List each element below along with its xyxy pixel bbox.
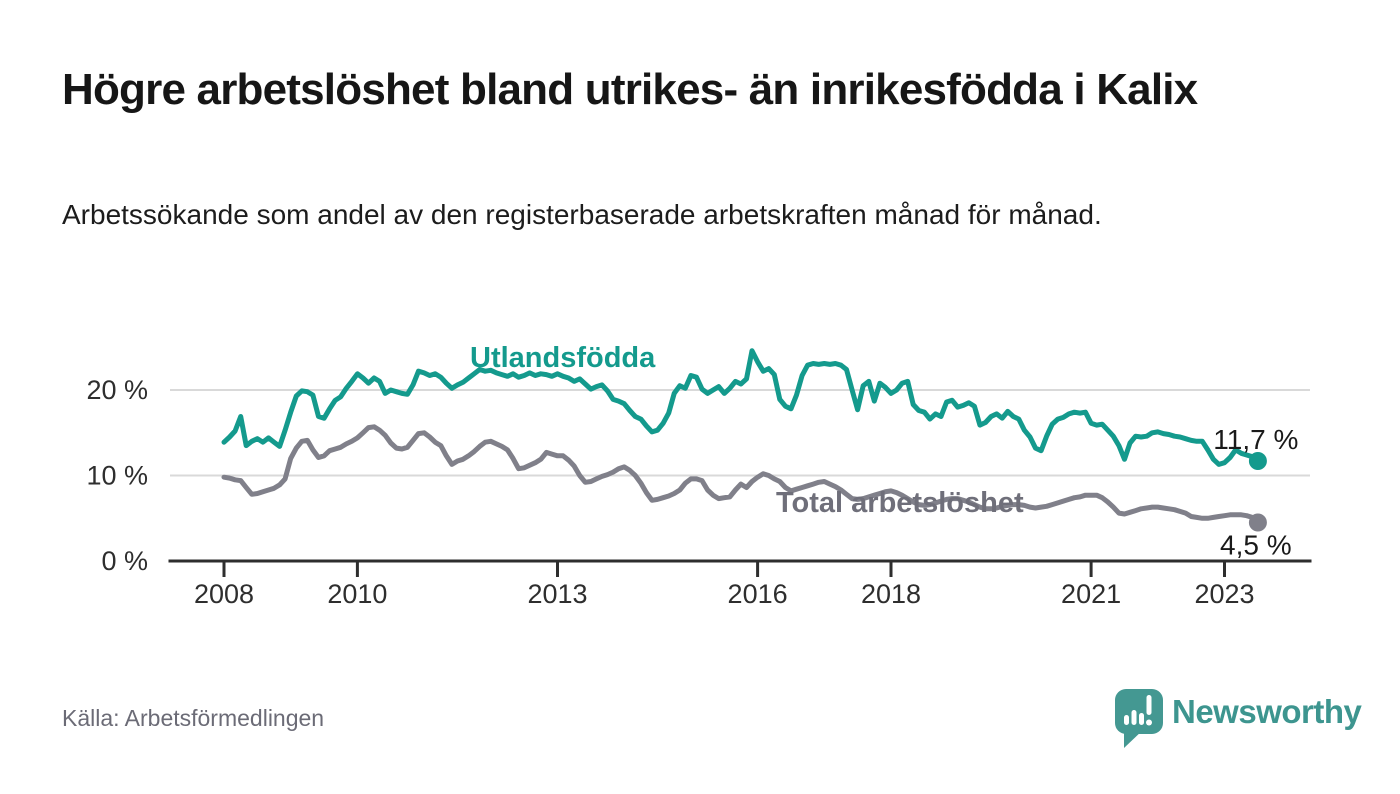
source-note: Källa: Arbetsförmedlingen — [62, 705, 325, 731]
x-tick-label: 2023 — [1194, 579, 1254, 609]
x-tick-label: 2021 — [1061, 579, 1121, 609]
newsworthy-logo: Newsworthy — [1115, 689, 1363, 748]
x-tick-label: 2013 — [527, 579, 587, 609]
bar-chart-speech-bubble-icon — [1115, 689, 1163, 748]
series-line-total — [221, 424, 1261, 525]
brand-wordmark: Newsworthy — [1172, 693, 1363, 730]
x-tick-label: 2008 — [194, 579, 254, 609]
series-end-value-utlandsfodda: 11,7 % — [1213, 424, 1298, 455]
y-tick-label: 0 % — [101, 546, 148, 576]
series-label-total: Total arbetslöshet — [776, 487, 1024, 519]
series-end-dot-utlandsfodda — [1248, 452, 1267, 470]
page-title: Högre arbetslöshet bland utrikes- än inr… — [62, 65, 1198, 114]
series-end-value-total: 4,5 % — [1220, 530, 1292, 561]
x-tick-label: 2010 — [327, 579, 387, 609]
y-tick-label: 20 % — [86, 375, 148, 405]
y-tick-label: 10 % — [86, 461, 148, 491]
series-label-utlandsfodda: Utlandsfödda — [470, 342, 656, 374]
x-tick-label: 2018 — [861, 579, 921, 609]
x-tick-label: 2016 — [728, 579, 788, 609]
series-end-dot-total — [1248, 513, 1267, 532]
series-line-utlandsfodda — [221, 348, 1261, 467]
page-subtitle: Arbetssökande som andel av den registerb… — [62, 199, 1102, 230]
